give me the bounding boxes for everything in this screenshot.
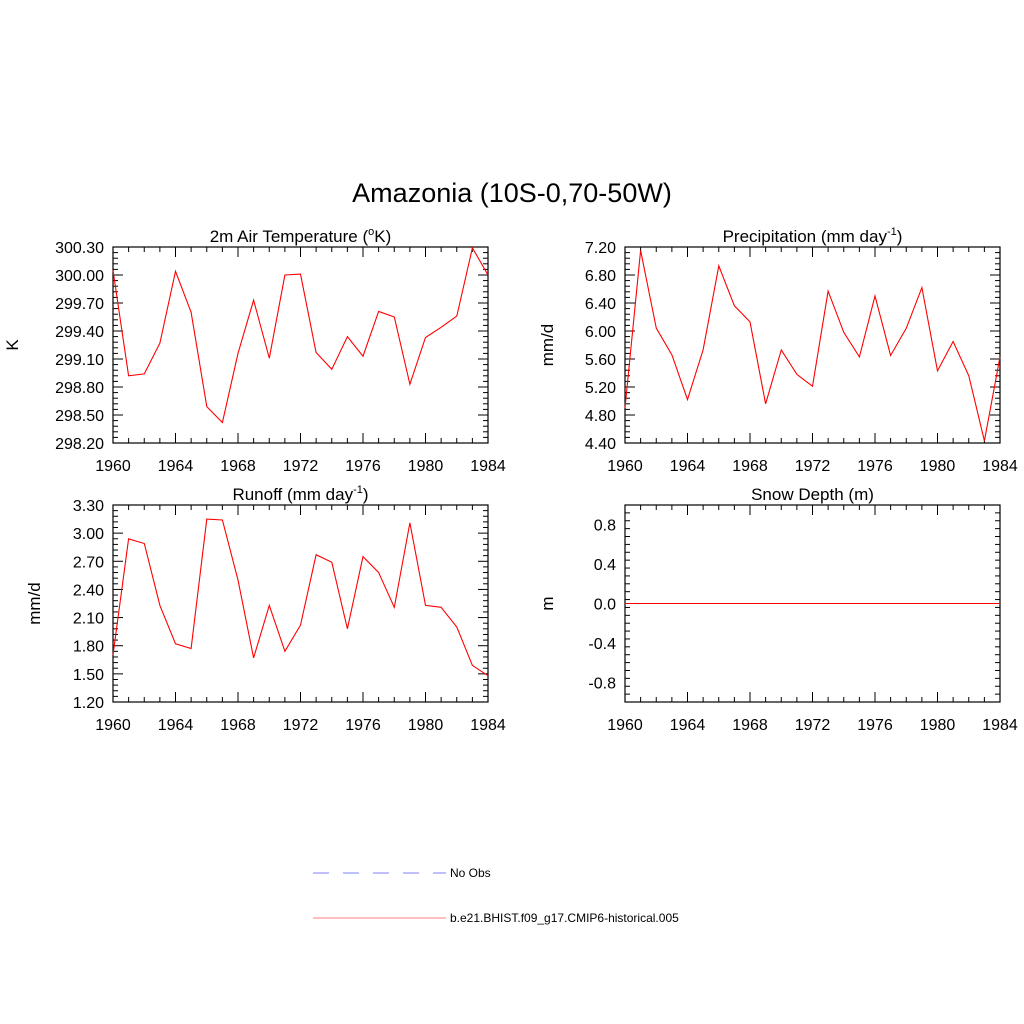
precip-x-tick-label: 1964 [670, 458, 706, 475]
snow-y-tick-label: 0.0 [594, 597, 616, 614]
precip-y-tick-label: 4.80 [585, 408, 616, 425]
temp-y-tick-label: 299.70 [55, 296, 104, 313]
runoff-y-tick-label: 2.40 [73, 582, 104, 599]
runoff-y-tick-label: 2.10 [73, 611, 104, 628]
snow-panel-title: Snow Depth (m) [751, 485, 874, 504]
precip-x-tick-label: 1976 [857, 458, 893, 475]
temp-y-tick-label: 298.80 [55, 380, 104, 397]
runoff-x-tick-label: 1980 [408, 717, 444, 734]
precip-y-tick-label: 5.60 [585, 352, 616, 369]
runoff-y-tick-label: 1.20 [73, 695, 104, 712]
precip-plot-frame [624, 246, 1001, 444]
runoff-plot-frame [112, 504, 489, 703]
temp-y-axis-label: K [3, 339, 22, 351]
precip-y-axis-label: mm/d [538, 324, 557, 367]
runoff-x-tick-label: 1976 [345, 717, 381, 734]
snow-x-tick-label: 1976 [857, 717, 893, 734]
legend: No Obs b.e21.BHIST.f09_g17.CMIP6-histori… [313, 866, 679, 925]
snow-y-tick-label: -0.8 [588, 675, 616, 692]
snow-y-tick-label: 0.4 [594, 557, 616, 574]
temp-y-tick-label: 299.40 [55, 324, 104, 341]
precip-x-tick-label: 1960 [607, 458, 643, 475]
temp-x-tick-label: 1984 [470, 458, 506, 475]
snow-x-tick-label: 1960 [607, 717, 643, 734]
precip-x-tick-label: 1980 [920, 458, 956, 475]
snow-x-tick-label: 1972 [795, 717, 831, 734]
temp-y-tick-label: 298.50 [55, 408, 104, 425]
panel-precipitation: Precipitation (mm day-1) mm/d 1960 1964 1968… [538, 226, 1018, 475]
runoff-panel-title: Runoff (mm day-1) [232, 484, 368, 504]
snow-x-tick-label: 1964 [670, 717, 706, 734]
runoff-y-tick-label: 1.50 [73, 667, 104, 684]
temp-x-tick-label: 1964 [158, 458, 194, 475]
runoff-y-tick-label: 2.70 [73, 554, 104, 571]
panel-air-temperature: 2m Air Temperature (oK) K 1960 1964 1968 1972… [3, 226, 506, 475]
snow-y-tick-label: -0.4 [588, 636, 616, 653]
precip-x-tick-label: 1984 [982, 458, 1018, 475]
temp-panel-title: 2m Air Temperature (oK) [210, 226, 392, 246]
temp-series-line [112, 246, 489, 424]
snow-x-tick-label: 1980 [920, 717, 956, 734]
precip-y-tick-label: 5.20 [585, 380, 616, 397]
snow-y-axis-label: m [538, 596, 557, 610]
temp-x-tick-label: 1980 [408, 458, 444, 475]
precip-y-tick-label: 6.80 [585, 268, 616, 285]
temp-x-tick-label: 1972 [283, 458, 319, 475]
runoff-y-tick-label: 1.80 [73, 639, 104, 656]
runoff-x-tick-label: 1984 [470, 717, 506, 734]
snow-x-tick-label: 1968 [732, 717, 768, 734]
precip-series-line [624, 250, 1001, 442]
legend-label-no-obs: No Obs [450, 866, 491, 880]
panel-snow-depth: Snow Depth (m) m 1960 1964 1968 1972 1976 1980 1… [538, 485, 1018, 734]
legend-label-model: b.e21.BHIST.f09_g17.CMIP6-historical.005 [450, 911, 679, 925]
runoff-y-tick-label: 3.00 [73, 526, 104, 543]
temp-x-tick-label: 1976 [345, 458, 381, 475]
snow-y-tick-label: 0.8 [594, 518, 616, 535]
figure-title: Amazonia (10S-0,70-50W) [352, 178, 672, 208]
precip-y-tick-label: 6.00 [585, 324, 616, 341]
runoff-y-axis-label: mm/d [25, 582, 44, 625]
precip-y-tick-label: 4.40 [585, 436, 616, 453]
precip-x-tick-label: 1972 [795, 458, 831, 475]
precip-panel-title: Precipitation (mm day-1) [723, 226, 903, 246]
temp-y-tick-label: 298.20 [55, 436, 104, 453]
temp-y-tick-label: 299.10 [55, 352, 104, 369]
temp-y-tick-label: 300.30 [55, 240, 104, 257]
panel-runoff: Runoff (mm day-1) mm/d 1960 1964 1968 1972 197… [25, 484, 506, 734]
temp-y-tick-label: 300.00 [55, 268, 104, 285]
precip-y-tick-label: 6.40 [585, 296, 616, 313]
runoff-y-tick-label: 3.30 [73, 498, 104, 515]
precip-y-tick-label: 7.20 [585, 240, 616, 257]
runoff-x-tick-label: 1964 [158, 717, 194, 734]
temp-x-tick-label: 1960 [95, 458, 131, 475]
runoff-x-tick-label: 1968 [220, 717, 256, 734]
precip-x-tick-label: 1968 [732, 458, 768, 475]
temp-x-tick-label: 1968 [220, 458, 256, 475]
runoff-x-tick-label: 1960 [95, 717, 131, 734]
snow-x-tick-label: 1984 [982, 717, 1018, 734]
runoff-series-line [112, 518, 489, 677]
runoff-x-tick-label: 1972 [283, 717, 319, 734]
